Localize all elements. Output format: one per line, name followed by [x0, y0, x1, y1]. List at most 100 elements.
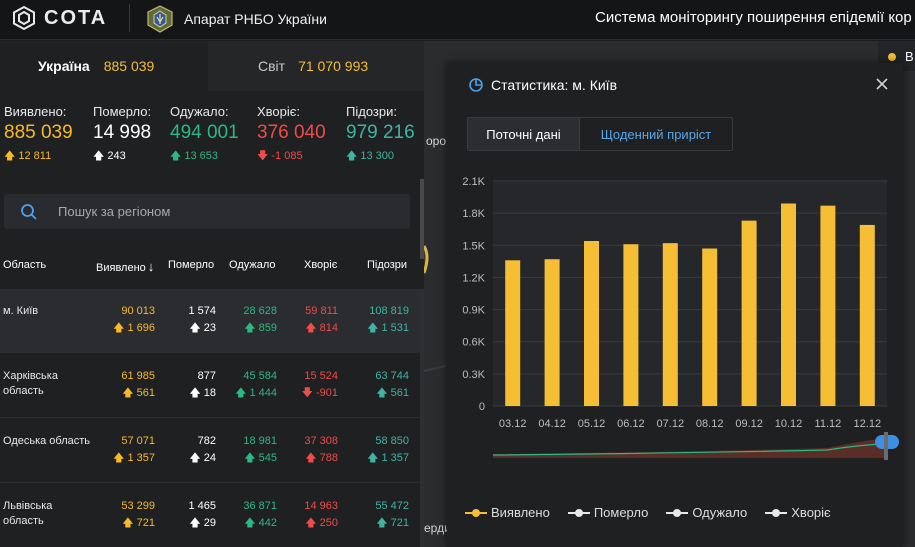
arrow-up-icon: 🡅 [305, 517, 320, 529]
stat-label: Одужало: [170, 104, 229, 119]
arrow-up-icon: 🡅 [4, 150, 16, 162]
table-cell: 28 628 🡅 859 [243, 305, 277, 334]
scrollbar-thumb[interactable] [420, 179, 424, 259]
table-cell: 36 871 🡅 442 [243, 500, 277, 529]
close-icon[interactable] [875, 77, 889, 91]
bar[interactable] [702, 248, 718, 407]
legend-label: Померло [593, 505, 649, 520]
y-tick-label: 1.8K [462, 208, 485, 220]
bar[interactable] [741, 220, 757, 406]
search-input[interactable] [58, 200, 398, 222]
daily-growth-button[interactable]: Щоденний приріст [600, 126, 712, 142]
col-recovered[interactable]: Одужало [229, 259, 276, 271]
bar[interactable] [544, 259, 560, 406]
arrow-up-icon: 🡅 [244, 452, 259, 464]
bar[interactable] [505, 260, 521, 406]
col-detected[interactable]: Виявлено ↓ [96, 259, 155, 274]
table-cell: 14 963 🡅 250 [304, 500, 338, 529]
arrow-up-icon: 🡅 [189, 517, 204, 529]
logo[interactable]: COTA [12, 6, 107, 30]
search-icon[interactable] [20, 203, 38, 221]
scope-tabs: Україна 885 039 Світ 71 070 993 [0, 41, 424, 91]
col-suspected[interactable]: Підозри [367, 259, 408, 271]
legend-item-deaths[interactable]: Померло [567, 505, 649, 520]
y-tick-label: 0.3K [462, 369, 485, 381]
x-tick-label: 08.12 [696, 418, 724, 430]
col-deaths[interactable]: Померло [168, 259, 215, 271]
table-scrollbar[interactable] [420, 289, 424, 547]
stat-delta: 🡅 12 811 [4, 150, 52, 162]
stat-delta: 🡇 -1 085 [257, 150, 303, 162]
current-data-button[interactable]: Поточні дані [468, 118, 580, 150]
table-row[interactable]: Харківська область 61 985 🡅 561 877 🡅 18 45 5… [0, 354, 420, 418]
tab-count: 885 039 [103, 58, 155, 74]
bar[interactable] [781, 203, 796, 407]
table-cell: 63 744 🡅 561 [375, 370, 409, 399]
sort-desc-icon: ↓ [147, 259, 155, 274]
arrow-down-icon: 🡇 [301, 387, 316, 399]
bar[interactable] [820, 205, 836, 406]
region-name: Львівська область [3, 500, 53, 527]
page-title: Система моніторингу поширення епідемії к… [595, 9, 912, 26]
col-region[interactable]: Область [3, 259, 47, 271]
x-tick-label: 07.12 [657, 418, 685, 430]
map-city-label: оро [426, 134, 447, 148]
legend-item-recovered[interactable]: Одужало [666, 505, 747, 520]
table-cell: 15 524 🡇 -901 [301, 370, 338, 399]
x-tick-label: 12.12 [854, 418, 882, 430]
y-tick-label: 0.9K [462, 305, 485, 317]
arrow-up-icon: 🡅 [244, 322, 259, 334]
table-cell: 1 465 🡅 29 [188, 500, 216, 529]
stat-value: 979 216 [346, 122, 415, 143]
logo-icon [13, 6, 35, 30]
arrow-up-icon: 🡅 [305, 452, 320, 464]
col-active[interactable]: Хворіє [304, 259, 338, 271]
org-link[interactable]: Апарат РНБО України [145, 5, 327, 33]
arrow-down-icon: 🡇 [257, 150, 269, 162]
arrow-up-icon: 🡅 [376, 517, 391, 529]
summary-stats: Виявлено: 885 039 🡅 12 811 Померло: 14 9… [0, 104, 424, 174]
bar[interactable] [662, 243, 678, 406]
tab-label: Україна [38, 58, 90, 74]
stat-recovered: Одужало: 494 001 🡅 13 653 [170, 104, 239, 166]
y-tick-label: 0.6K [462, 337, 485, 349]
table-row[interactable]: м. Київ 90 013 🡅 1 696 1 574 🡅 23 28 628 🡅 859… [0, 289, 420, 353]
statistics-panel: Статистика: м. Київ Поточні дані Щоденни… [447, 63, 903, 547]
legend-marker-icon [465, 508, 487, 518]
table-cell: 1 574 🡅 23 [188, 305, 216, 334]
stat-delta: 🡅 13 300 [346, 150, 395, 162]
region-name: Одеська область [3, 435, 91, 447]
table-cell: 53 299 🡅 721 [121, 500, 155, 529]
legend-item-detected[interactable]: Виявлено [465, 505, 550, 520]
x-tick-label: 05.12 [578, 418, 606, 430]
legend-item-active[interactable]: Хворіє [765, 505, 831, 520]
stat-value: 376 040 [257, 122, 326, 143]
arrow-up-icon: 🡅 [93, 150, 105, 162]
left-panel: Україна 885 039 Світ 71 070 993 Виявлено… [0, 41, 424, 547]
table-cell: 18 981 🡅 545 [243, 435, 277, 464]
table-row[interactable]: Львівська область 53 299 🡅 721 1 465 🡅 29 36 … [0, 484, 420, 547]
table-cell: 90 013 🡅 1 696 [113, 305, 155, 334]
bar[interactable] [859, 224, 875, 406]
tab-world[interactable]: Світ 71 070 993 [208, 41, 424, 91]
top-header: COTA Апарат РНБО України Система монітор… [0, 0, 915, 40]
stat-delta: 🡅 243 [93, 150, 126, 162]
stat-label: Померло: [93, 104, 152, 119]
legend-marker-icon [765, 508, 788, 518]
tab-ukraine[interactable]: Україна 885 039 [0, 41, 208, 91]
stat-value: 494 001 [170, 122, 239, 143]
bar[interactable] [623, 244, 639, 406]
stat-label: Виявлено: [4, 104, 67, 119]
stat-label: Хворіє: [257, 104, 301, 119]
panel-title-text: Статистика: м. Київ [491, 77, 618, 93]
table-row[interactable]: Одеська область 57 071 🡅 1 357 782 🡅 24 18 98… [0, 419, 420, 483]
range-navigator-area[interactable] [493, 438, 887, 458]
tab-count: 71 070 993 [298, 58, 369, 74]
table-cell: 58 850 🡅 1 357 [367, 435, 409, 464]
x-tick-label: 10.12 [775, 418, 803, 430]
range-navigator-line [492, 443, 888, 456]
range-handle-grip[interactable] [884, 432, 888, 460]
bar[interactable] [584, 241, 599, 406]
legend-marker-icon [567, 508, 590, 518]
arrow-up-icon: 🡅 [346, 150, 358, 162]
